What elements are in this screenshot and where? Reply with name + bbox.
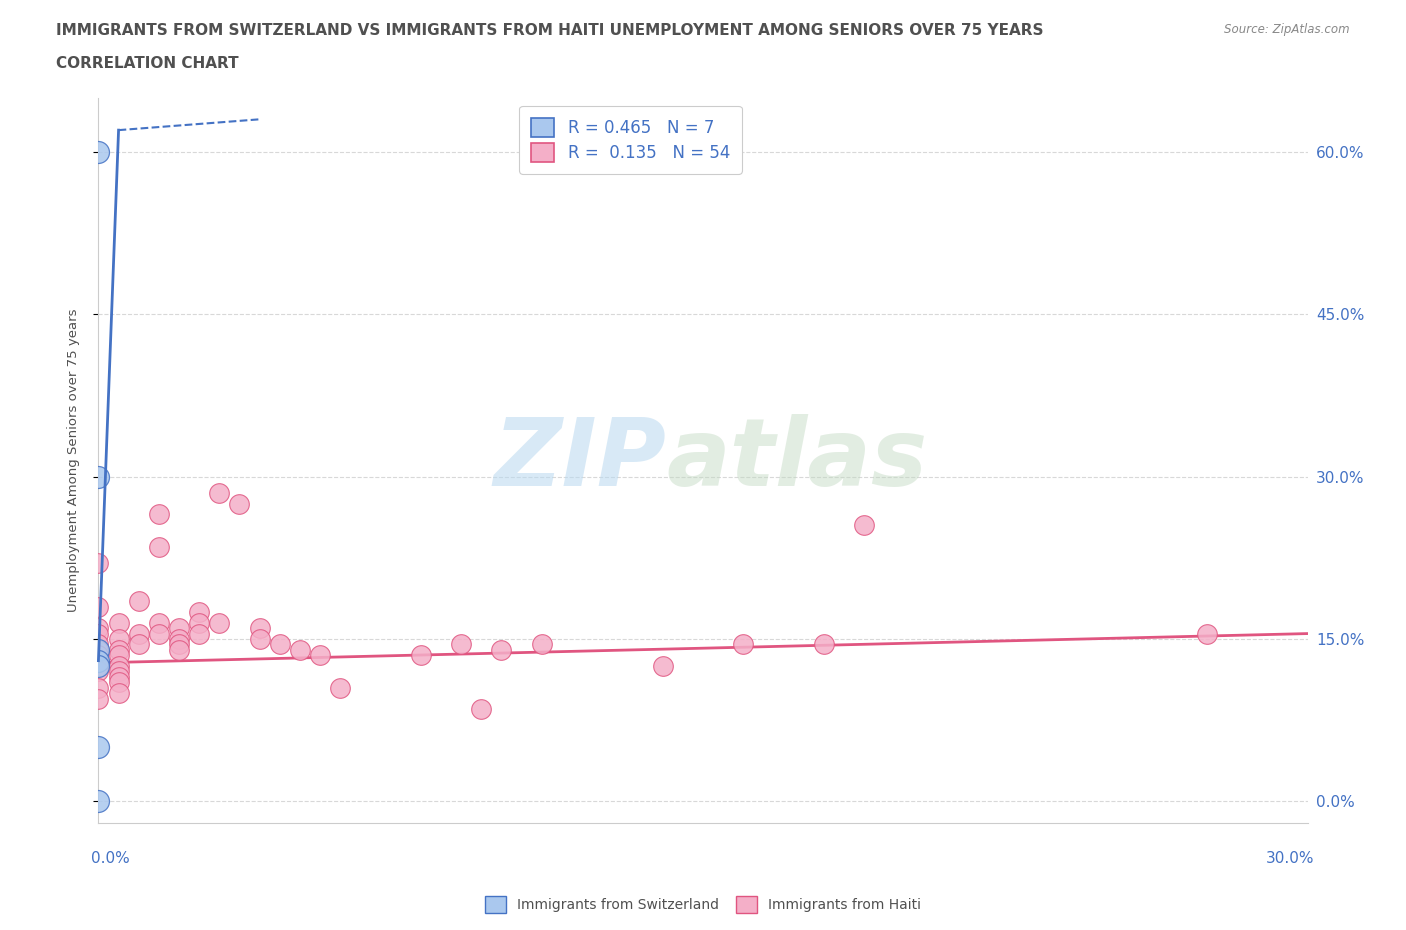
Point [329,680,352,695]
Point [87,653,110,668]
Point [107,685,129,700]
Point [733,637,755,652]
Point [148,616,170,631]
Point [651,658,673,673]
Point [249,631,271,646]
Point [87,794,110,809]
Point [167,643,190,658]
Point [188,604,211,619]
Y-axis label: Unemployment Among Seniors over 75 years: Unemployment Among Seniors over 75 years [67,309,80,612]
Legend: Immigrants from Switzerland, Immigrants from Haiti: Immigrants from Switzerland, Immigrants … [479,890,927,919]
Text: CORRELATION CHART: CORRELATION CHART [56,56,239,71]
Point [148,626,170,641]
Point [107,616,129,631]
Point [87,469,110,484]
Point [87,599,110,614]
Text: ZIP: ZIP [494,415,666,506]
Point [167,631,190,646]
Point [188,616,211,631]
Point [87,643,110,658]
Point [87,664,110,679]
Point [530,637,553,652]
Point [813,637,835,652]
Point [128,593,150,608]
Point [87,740,110,755]
Point [87,637,110,652]
Point [188,626,211,641]
Point [87,643,110,658]
Point [148,507,170,522]
Point [87,626,110,641]
Text: 30.0%: 30.0% [1267,851,1315,866]
Text: 0.0%: 0.0% [91,851,131,866]
Point [128,637,150,652]
Point [491,643,513,658]
Point [107,670,129,684]
Point [87,658,110,673]
Point [309,648,332,663]
Point [167,620,190,635]
Point [853,518,876,533]
Point [470,702,492,717]
Point [87,556,110,571]
Point [87,620,110,635]
Point [107,631,129,646]
Point [228,497,250,512]
Point [107,658,129,673]
Point [1195,626,1218,641]
Text: atlas: atlas [666,415,928,506]
Text: Source: ZipAtlas.com: Source: ZipAtlas.com [1225,23,1350,36]
Point [87,658,110,673]
Point [148,539,170,554]
Legend: R = 0.465   N = 7, R =  0.135   N = 54: R = 0.465 N = 7, R = 0.135 N = 54 [519,106,741,174]
Point [107,648,129,663]
Text: IMMIGRANTS FROM SWITZERLAND VS IMMIGRANTS FROM HAITI UNEMPLOYMENT AMONG SENIORS : IMMIGRANTS FROM SWITZERLAND VS IMMIGRANT… [56,23,1043,38]
Point [167,637,190,652]
Point [87,691,110,706]
Point [128,626,150,641]
Point [107,664,129,679]
Point [288,643,311,658]
Point [107,643,129,658]
Point [269,637,291,652]
Point [87,648,110,663]
Point [249,620,271,635]
Point [208,616,231,631]
Point [409,648,432,663]
Point [107,675,129,690]
Point [87,144,110,159]
Point [87,653,110,668]
Point [208,485,231,500]
Point [450,637,472,652]
Point [87,680,110,695]
